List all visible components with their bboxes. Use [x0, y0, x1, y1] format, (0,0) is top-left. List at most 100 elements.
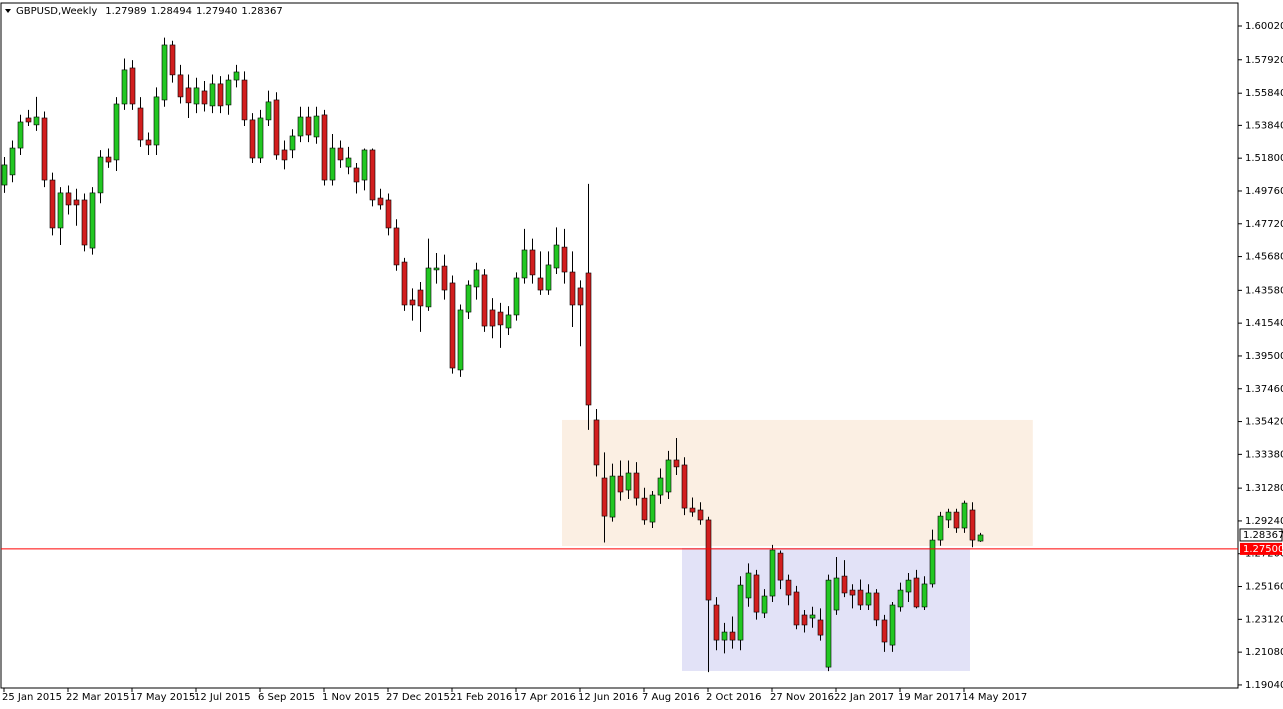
x-tick-label: 2 Oct 2016 [706, 692, 761, 703]
candle-body [561, 246, 568, 273]
y-tick-label: 1.29240 [1245, 516, 1283, 527]
candle-body [657, 477, 664, 496]
candle-body [57, 192, 64, 229]
candle-body [593, 419, 600, 466]
candle-body [585, 272, 592, 406]
candle-body [953, 511, 960, 529]
candle-body [361, 149, 368, 181]
candle-body [257, 117, 264, 159]
candle-body [537, 277, 544, 291]
candle-body [161, 44, 168, 101]
candle-body [553, 244, 560, 269]
candle-body [193, 87, 200, 105]
candle-body [569, 271, 576, 306]
candle-body [249, 119, 256, 159]
candle-body [625, 472, 632, 491]
candle-body [801, 614, 808, 626]
y-tick-label: 1.55840 [1245, 88, 1283, 99]
candle-body [185, 87, 192, 104]
candle-body [841, 575, 848, 594]
candle-body [969, 509, 976, 541]
y-tick-label: 1.51800 [1245, 153, 1283, 164]
y-tick-label: 1.31280 [1245, 483, 1283, 494]
candle-body [961, 502, 968, 529]
x-tick-label: 12 Jun 2016 [578, 692, 638, 703]
candle-body [25, 117, 32, 123]
candle-body [649, 494, 656, 523]
candle-body [241, 79, 248, 121]
y-tick-label: 1.41540 [1245, 318, 1283, 329]
y-tick-label: 1.35420 [1245, 417, 1283, 428]
y-tick-label: 1.39500 [1245, 351, 1283, 362]
candle-body [41, 117, 48, 181]
candle-body [81, 199, 88, 246]
candle-body [713, 604, 720, 641]
candle-body [353, 167, 360, 183]
candle-body [689, 507, 696, 513]
y-tick-label: 1.47720 [1245, 219, 1283, 230]
candle-body [697, 509, 704, 521]
candle-body [345, 157, 352, 168]
candle-body [745, 572, 752, 599]
plot-frame [0, 2, 1239, 689]
y-tick-label: 1.19040 [1245, 680, 1283, 691]
x-tick-label: 19 Mar 2017 [898, 692, 961, 703]
candle-body [393, 227, 400, 266]
candle-body [769, 549, 776, 597]
candle-body [281, 149, 288, 161]
candle-body [489, 309, 496, 327]
candle-body [761, 595, 768, 614]
x-tick-label: 1 Nov 2015 [322, 692, 380, 703]
candle-body [465, 284, 472, 313]
candle-body [545, 264, 552, 291]
candle-body [609, 475, 616, 518]
candle-body [297, 116, 304, 137]
x-tick-label: 22 Mar 2015 [66, 692, 129, 703]
candle-body [153, 96, 160, 146]
candle-body [817, 619, 824, 636]
candle-body [825, 579, 832, 668]
header-value: 1.28494 [151, 6, 192, 17]
candle-body [265, 101, 272, 121]
y-tick-label: 1.21080 [1245, 647, 1283, 658]
y-tick-label: 1.60020 [1245, 21, 1283, 32]
x-tick-label: 27 Dec 2015 [386, 692, 450, 703]
candle-body [921, 583, 928, 608]
price-line-label-bg [1240, 542, 1282, 555]
last-price-label: 1.28367 [1243, 530, 1283, 541]
candle-body [529, 249, 536, 276]
candle-body [785, 579, 792, 596]
header-value: 1.28367 [241, 6, 282, 17]
candle-body [721, 631, 728, 641]
candle-body [49, 179, 56, 229]
candle-body [97, 156, 104, 194]
candle-body [473, 269, 480, 288]
candle-body [809, 614, 816, 619]
y-tick-label: 1.43580 [1245, 285, 1283, 296]
y-tick-label: 1.49760 [1245, 186, 1283, 197]
candle-body [329, 147, 336, 181]
candle-body [521, 249, 528, 279]
y-tick-label: 1.57920 [1245, 55, 1283, 66]
candle-body [417, 289, 424, 307]
candle-body [313, 115, 320, 138]
candle-body [33, 116, 40, 126]
candle-body [937, 515, 944, 541]
candle-body [233, 71, 240, 81]
y-tick-label: 1.33380 [1245, 449, 1283, 460]
candle-body [777, 552, 784, 581]
menu-arrow[interactable] [5, 9, 11, 13]
x-tick-label: 21 Feb 2016 [450, 692, 512, 703]
x-tick-label: 14 May 2017 [962, 692, 1027, 703]
candle-body [753, 574, 760, 613]
candle-body [497, 311, 504, 326]
candle-body [289, 135, 296, 151]
candle-body [433, 267, 440, 271]
candle-body [201, 90, 208, 105]
candle-body [929, 539, 936, 585]
candle-body [409, 299, 416, 306]
candle-body [121, 69, 128, 105]
candle-body [129, 67, 136, 105]
candle-body [73, 199, 80, 206]
